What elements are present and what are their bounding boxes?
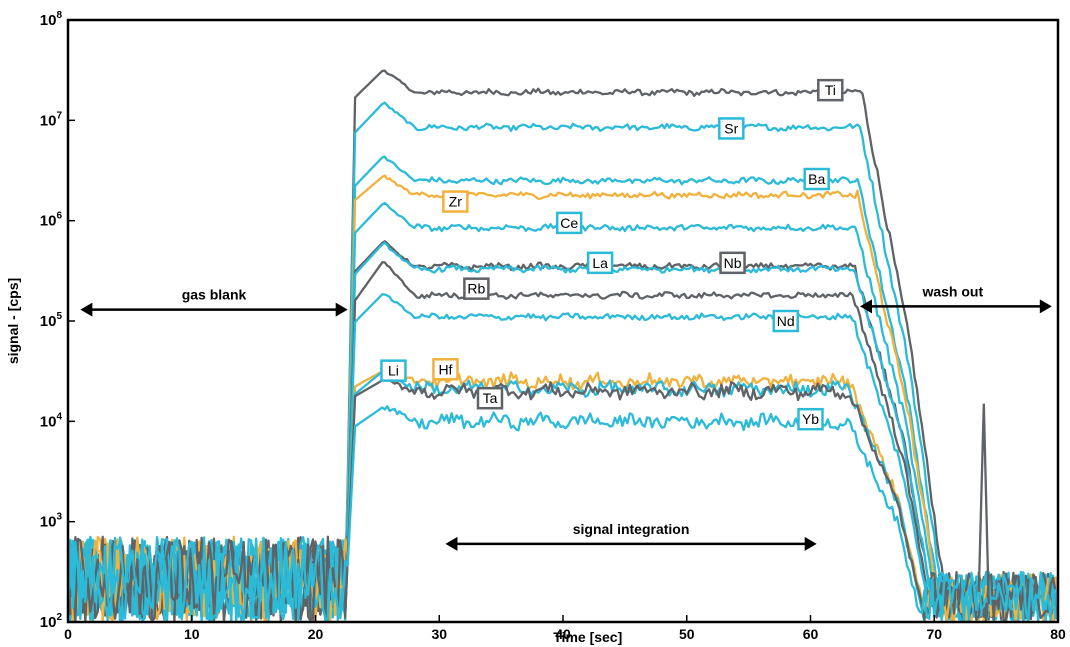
series-tag-ti: Ti [825, 82, 836, 98]
series-line-yb [66, 405, 1060, 623]
y-tick-label: 104 [40, 411, 63, 430]
y-tick-label: 107 [40, 110, 63, 129]
y-tick-label: 108 [40, 10, 63, 29]
arrowhead-right-icon [1039, 299, 1052, 314]
series-tag-la: La [592, 255, 608, 271]
x-tick-label: 50 [679, 626, 695, 642]
y-tick-label: 103 [40, 512, 63, 531]
x-tick-label: 30 [431, 626, 447, 642]
series-tag-box [718, 117, 745, 140]
y-tick-label: 106 [40, 211, 63, 230]
plot-frame [66, 18, 1060, 624]
y-axis-label: signal - [cps] [5, 278, 21, 364]
series-tag-ba: Ba [808, 171, 825, 187]
tags-layer: Ti Sr Ba Zr Ce La Nb Rb Nd Li Hf Ta Yb [380, 78, 844, 431]
series-line-ti [66, 69, 1060, 623]
ticks-layer: 0 10 20 30 40 50 60 70 80 102 103 104 105 106 107 108 [40, 10, 1066, 642]
series-tag-sr: Sr [724, 120, 738, 136]
annotation-label: signal integration [573, 521, 690, 537]
x-tick-label: 60 [803, 626, 819, 642]
series-line-ta [66, 377, 1060, 623]
x-tick-label: 10 [184, 626, 200, 642]
series-tag-box [380, 359, 407, 382]
series-tag-li: Li [388, 363, 399, 379]
arrowhead-right-icon [335, 302, 348, 317]
y-tick-label: 102 [40, 612, 63, 631]
series-layer [66, 69, 1060, 624]
series-tag-zr: Zr [449, 194, 463, 210]
x-tick-label: 0 [64, 626, 72, 642]
arrowhead-left-icon [80, 302, 93, 317]
series-tag-rb: Rb [467, 281, 485, 297]
x-tick-label: 70 [926, 626, 942, 642]
y-tick-label: 105 [40, 311, 63, 330]
arrowhead-left-icon [445, 536, 458, 551]
series-tag-box [432, 358, 459, 381]
series-tag-box [817, 78, 844, 102]
annotation-label: wash out [921, 283, 983, 299]
x-tick-label: 20 [308, 626, 324, 642]
series-tag-box [772, 309, 799, 333]
series-tag-box [476, 386, 504, 410]
series-tag-nb: Nb [724, 255, 742, 271]
x-tick-label: 40 [555, 626, 571, 642]
series-tag-nd: Nd [777, 313, 795, 329]
arrowhead-right-icon [804, 536, 817, 551]
series-spike [977, 403, 990, 605]
series-tag-box [463, 277, 490, 300]
series-tag-box [555, 211, 583, 235]
arrowhead-left-icon [860, 299, 872, 314]
series-tag-box [442, 190, 469, 213]
series-tag-hf: Hf [438, 361, 452, 377]
annot-layer: gas blank wash out signal integration [80, 283, 1052, 551]
series-tag-ta: Ta [483, 390, 498, 406]
series-tag-box [586, 251, 614, 275]
series-tag-ce: Ce [560, 215, 578, 231]
x-axis-label: Time [sec] [553, 629, 622, 645]
series-tag-box [797, 407, 824, 431]
annotation-label: gas blank [182, 287, 247, 303]
x-tick-label: 80 [1050, 626, 1066, 642]
series-tag-box [803, 167, 830, 191]
series-tag-box [719, 251, 746, 275]
series-tag-yb: Yb [802, 411, 819, 427]
